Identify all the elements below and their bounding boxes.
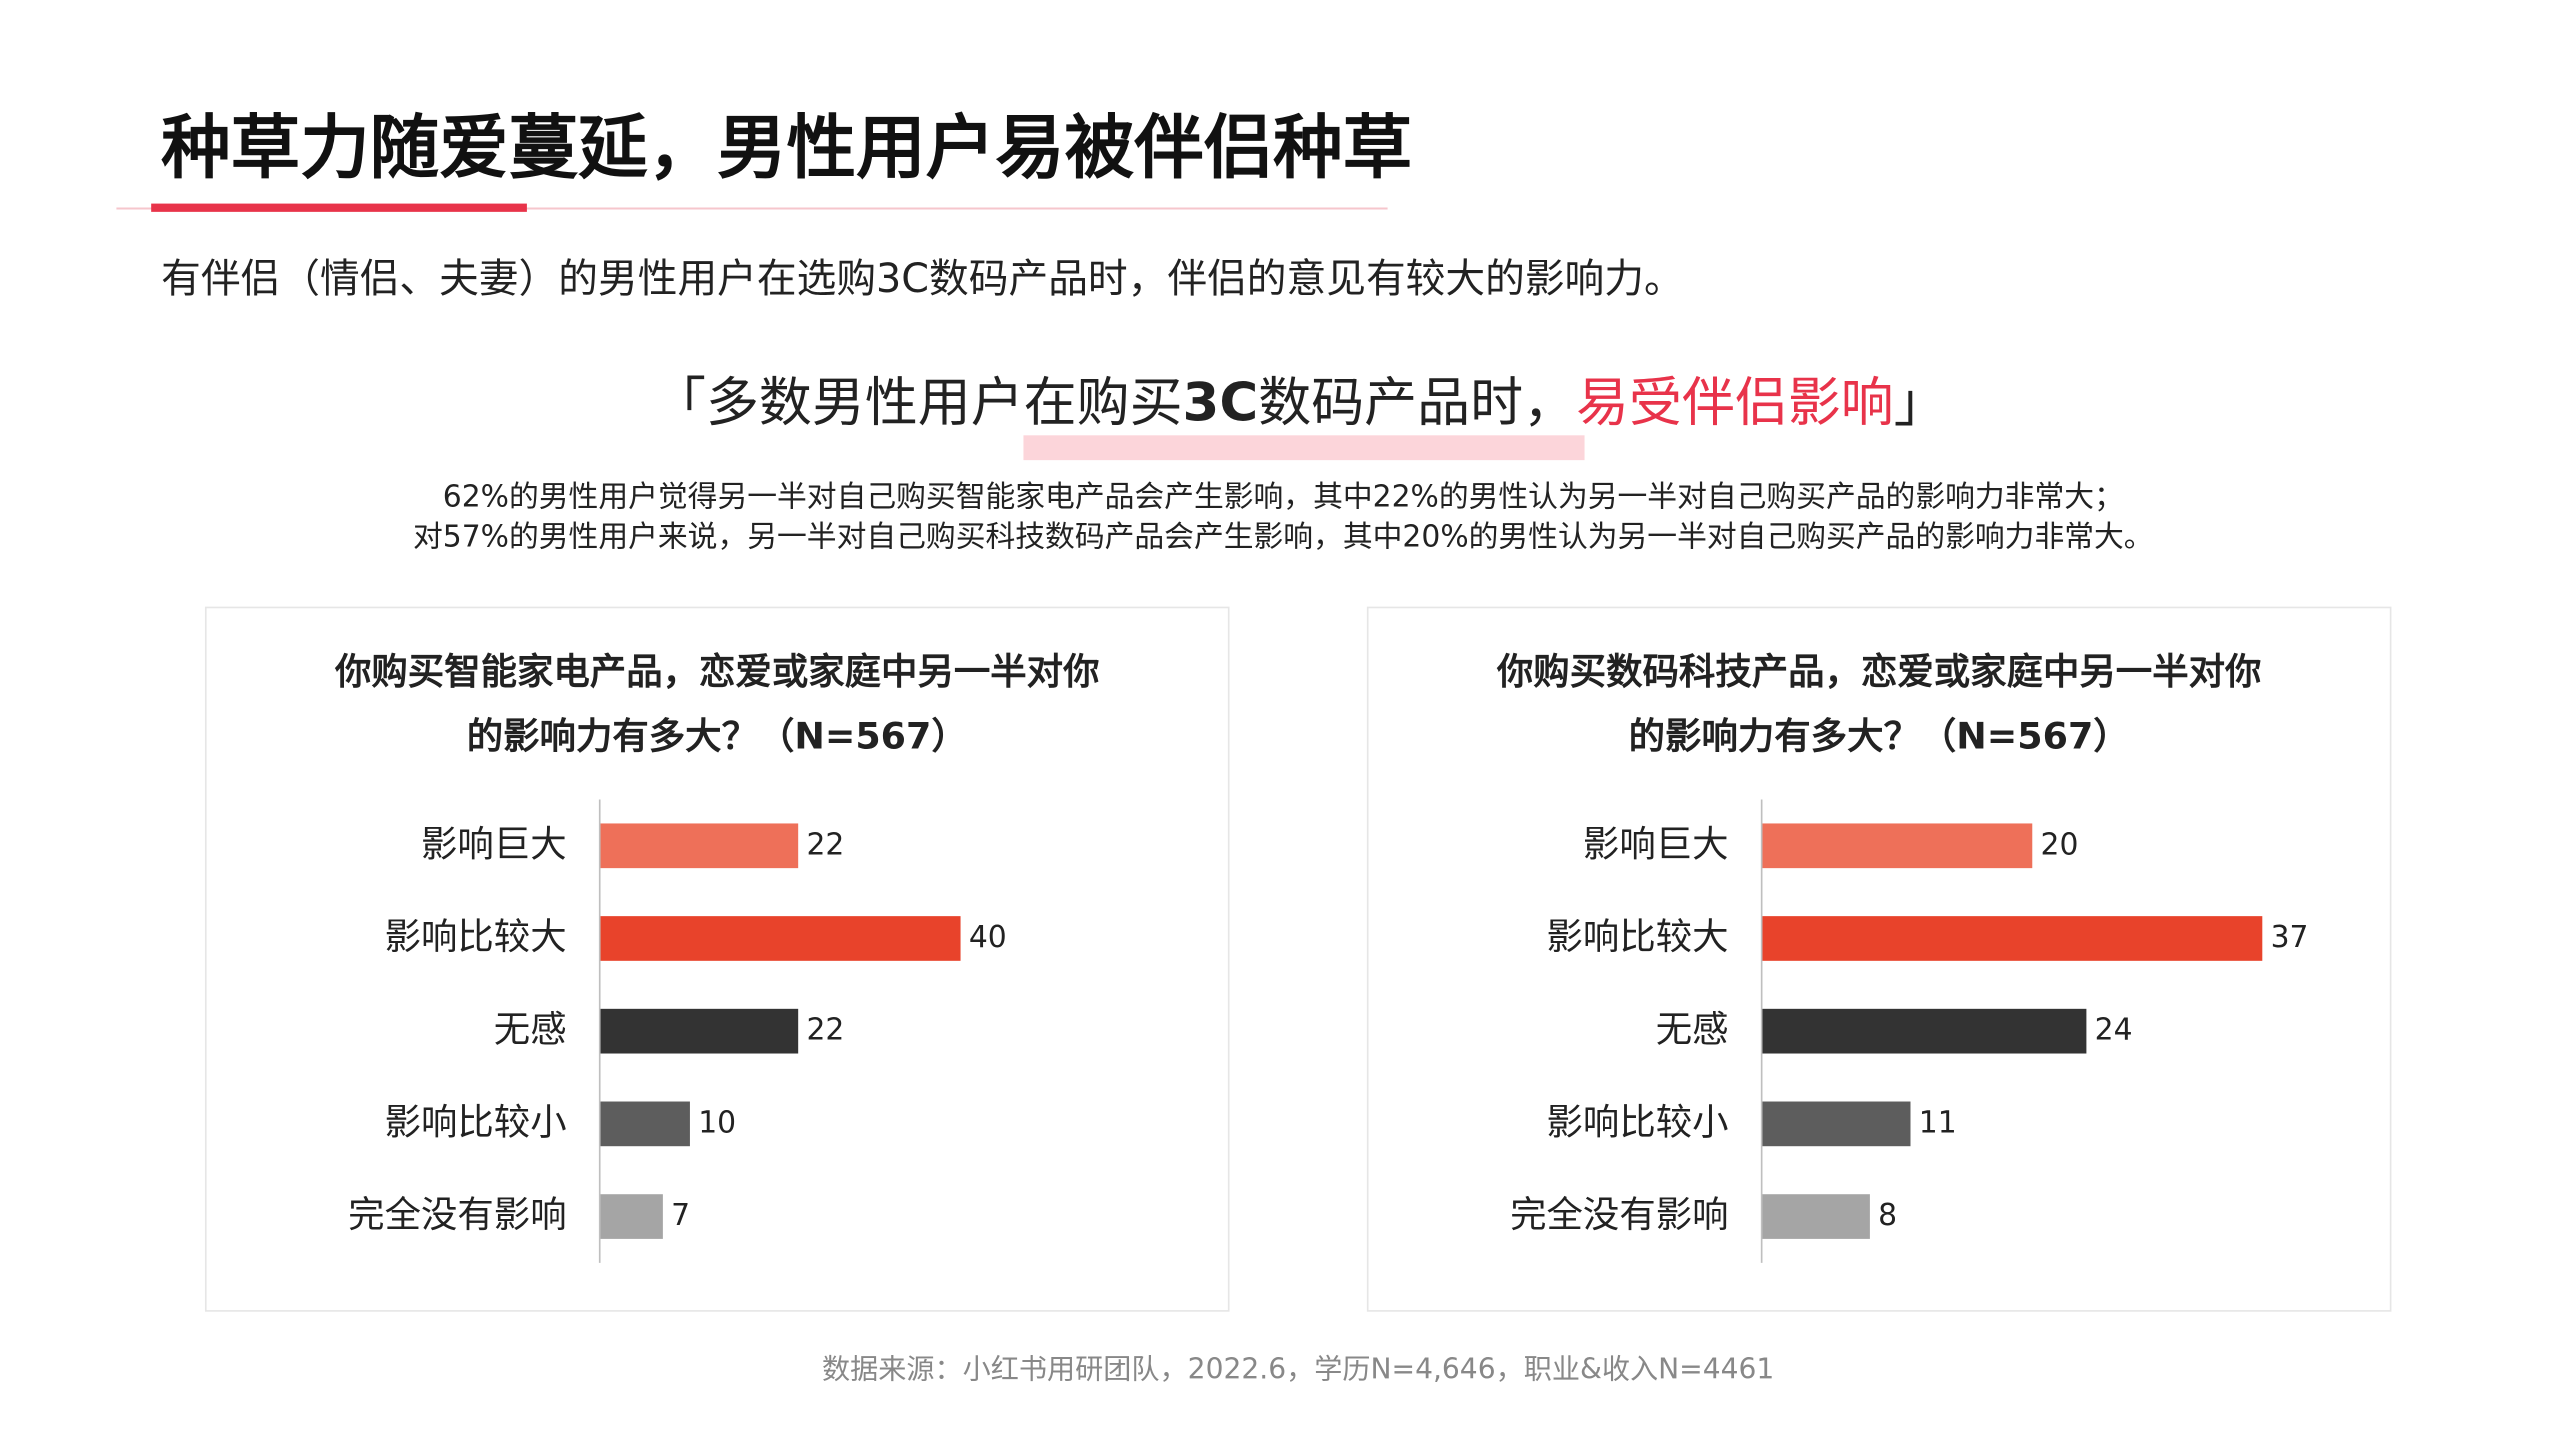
paragraph-line: 对57%的男性用户来说，另一半对自己购买科技数码产品会产生影响，其中20%的男性… — [413, 519, 2154, 554]
value-label: 37 — [2271, 920, 2309, 955]
value-label: 7 — [671, 1198, 690, 1233]
bar — [1761, 1101, 1911, 1147]
quote-part: 易受伴侣影响 — [1576, 372, 1894, 433]
category-label: 影响巨大 — [1583, 822, 1729, 865]
category-label: 影响比较大 — [1547, 915, 1729, 958]
source: 数据来源：小红书用研团队，2022.6，学历N=4,646，职业&收入N=446… — [822, 1352, 1774, 1385]
quote: 「多数男性用户在购买3C数码产品时，易受伴侣影响」 — [653, 372, 1947, 433]
value-label: 10 — [698, 1105, 736, 1140]
category-label: 影响比较小 — [1547, 1100, 1729, 1143]
category-label: 无感 — [1656, 1008, 1729, 1051]
value-label: 11 — [1919, 1105, 1957, 1140]
value-label: 40 — [969, 920, 1007, 955]
category-label: 无感 — [494, 1008, 567, 1051]
bar — [599, 1008, 799, 1054]
bar — [599, 1194, 663, 1239]
value-label: 20 — [2041, 827, 2079, 862]
bar — [1761, 1194, 1870, 1239]
category-label: 影响比较小 — [385, 1100, 567, 1143]
quote-highlight — [1023, 435, 1585, 461]
quote-part: 3C — [1183, 372, 1259, 433]
value-label: 22 — [806, 827, 844, 862]
bar — [599, 916, 961, 961]
quote-part: 数码产品时， — [1258, 372, 1576, 433]
bar — [599, 1101, 690, 1147]
chart-title: 的影响力有多大？（N=567） — [1629, 715, 2130, 758]
value-label: 22 — [806, 1013, 844, 1048]
chart-title: 你购买数码科技产品，恋爱或家庭中另一半对你 — [1496, 650, 2262, 693]
subtitle: 有伴侣（情侣、夫妻）的男性用户在选购3C数码产品时，伴侣的意见有较大的影响力。 — [161, 256, 1684, 302]
chart-title: 的影响力有多大？（N=567） — [467, 715, 968, 758]
category-label: 影响比较大 — [385, 915, 567, 958]
bar — [599, 823, 799, 869]
chart-title: 你购买智能家电产品，恋爱或家庭中另一半对你 — [334, 650, 1100, 693]
bar — [1761, 1008, 2087, 1054]
category-label: 完全没有影响 — [1510, 1193, 1728, 1236]
value-label: 8 — [1878, 1198, 1897, 1233]
quote-part: 」 — [1894, 372, 1947, 433]
value-label: 24 — [2095, 1013, 2133, 1048]
bar — [1761, 916, 2263, 961]
category-label: 完全没有影响 — [348, 1193, 566, 1236]
slide-title: 种草力随爱蔓延，男性用户易被伴侣种草 — [161, 107, 1412, 188]
quote-part: 「多数男性用户在购买 — [653, 372, 1183, 433]
title-accent — [151, 203, 527, 212]
paragraph-line: 62%的男性用户觉得另一半对自己购买智能家电产品会产生影响，其中22%的男性认为… — [443, 480, 2124, 515]
category-label: 影响巨大 — [421, 822, 567, 865]
bar — [1761, 823, 2033, 869]
